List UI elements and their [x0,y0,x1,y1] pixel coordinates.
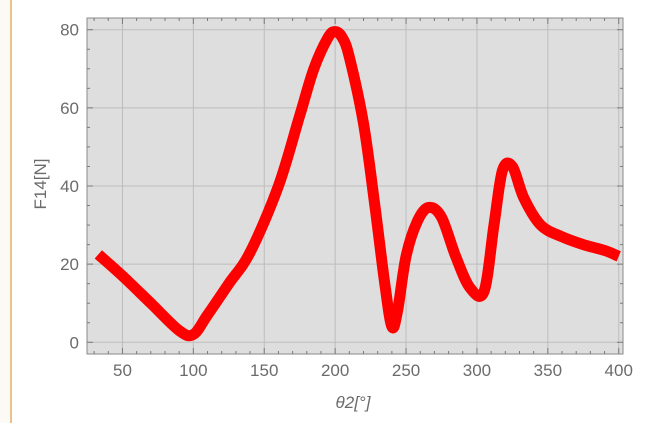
y-tick-label: 40 [60,177,79,196]
x-tick-label: 150 [250,361,278,380]
x-axis-title: θ2[°] [336,393,372,412]
x-tick-label: 100 [179,361,207,380]
y-tick-label: 80 [60,21,79,40]
series-layer [94,26,621,342]
x-tick-label: 250 [392,361,420,380]
y-tick-label: 20 [60,255,79,274]
left-window-edge [0,0,12,423]
y-tick-label: 0 [70,333,79,352]
x-tick-label: 50 [113,361,132,380]
x-tick-label: 200 [321,361,349,380]
x-tick-label: 400 [605,361,633,380]
y-tick-label: 60 [60,99,79,118]
y-axis-title: F14[N] [31,158,50,209]
x-tick-label: 350 [534,361,562,380]
series-line [94,26,621,342]
x-tick-label: 300 [463,361,491,380]
tick-layer: 50 100 150 200 250 300 350 400 0 20 40 60 80 [60,18,633,380]
